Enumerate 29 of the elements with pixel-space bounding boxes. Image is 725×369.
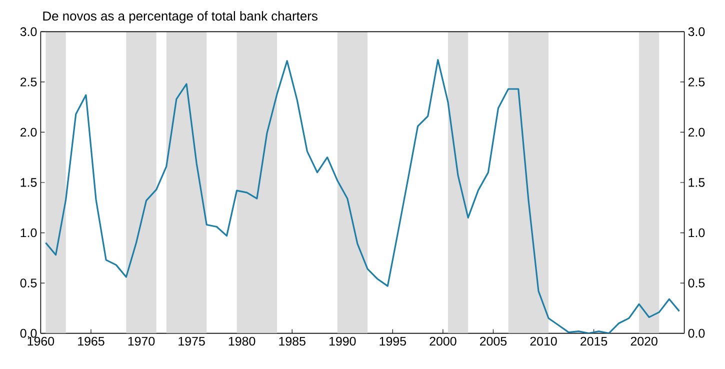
y2-tick-label: 2.0 <box>688 128 705 137</box>
y-tick-label: 1.5 <box>20 178 37 187</box>
chart-title: De novos as a percentage of total bank charters <box>43 11 318 24</box>
x-tick-label: 2015 <box>580 336 608 346</box>
y-tick-label: 0.5 <box>20 278 37 288</box>
x-tick-label: 2010 <box>530 336 557 346</box>
y-tick-label: 1.0 <box>20 228 37 238</box>
y2-tick-label: 3.0 <box>688 27 705 36</box>
x-tick-label: 1965 <box>78 336 104 346</box>
y2-tick-label: 0.0 <box>688 328 705 338</box>
y2-tick-label: 1.0 <box>688 228 705 238</box>
y2-tick-label: 1.5 <box>688 178 705 187</box>
x-tick-label: 2000 <box>430 336 456 346</box>
x-tick-label: 1960 <box>28 336 54 346</box>
line-series <box>44 59 680 334</box>
x-tick-label: 1975 <box>178 336 205 346</box>
x-tick-label: 2005 <box>480 336 507 346</box>
x-tick-label: 1980 <box>228 336 256 346</box>
y2-tick-label: 2.5 <box>688 78 705 86</box>
x-tick-label: 1970 <box>128 336 155 346</box>
x-tick-label: 2020 <box>630 336 658 346</box>
y2-tick-label: 0.5 <box>688 278 705 288</box>
x-tick-label: 1990 <box>329 336 356 346</box>
y-tick-label: 3.0 <box>20 27 37 36</box>
y-tick-label: 0.0 <box>20 328 37 338</box>
y-tick-label: 2.0 <box>20 128 37 137</box>
x-tick-label: 1995 <box>380 336 406 346</box>
y-tick-label: 2.5 <box>20 78 37 86</box>
x-tick-label: 1985 <box>279 336 306 346</box>
